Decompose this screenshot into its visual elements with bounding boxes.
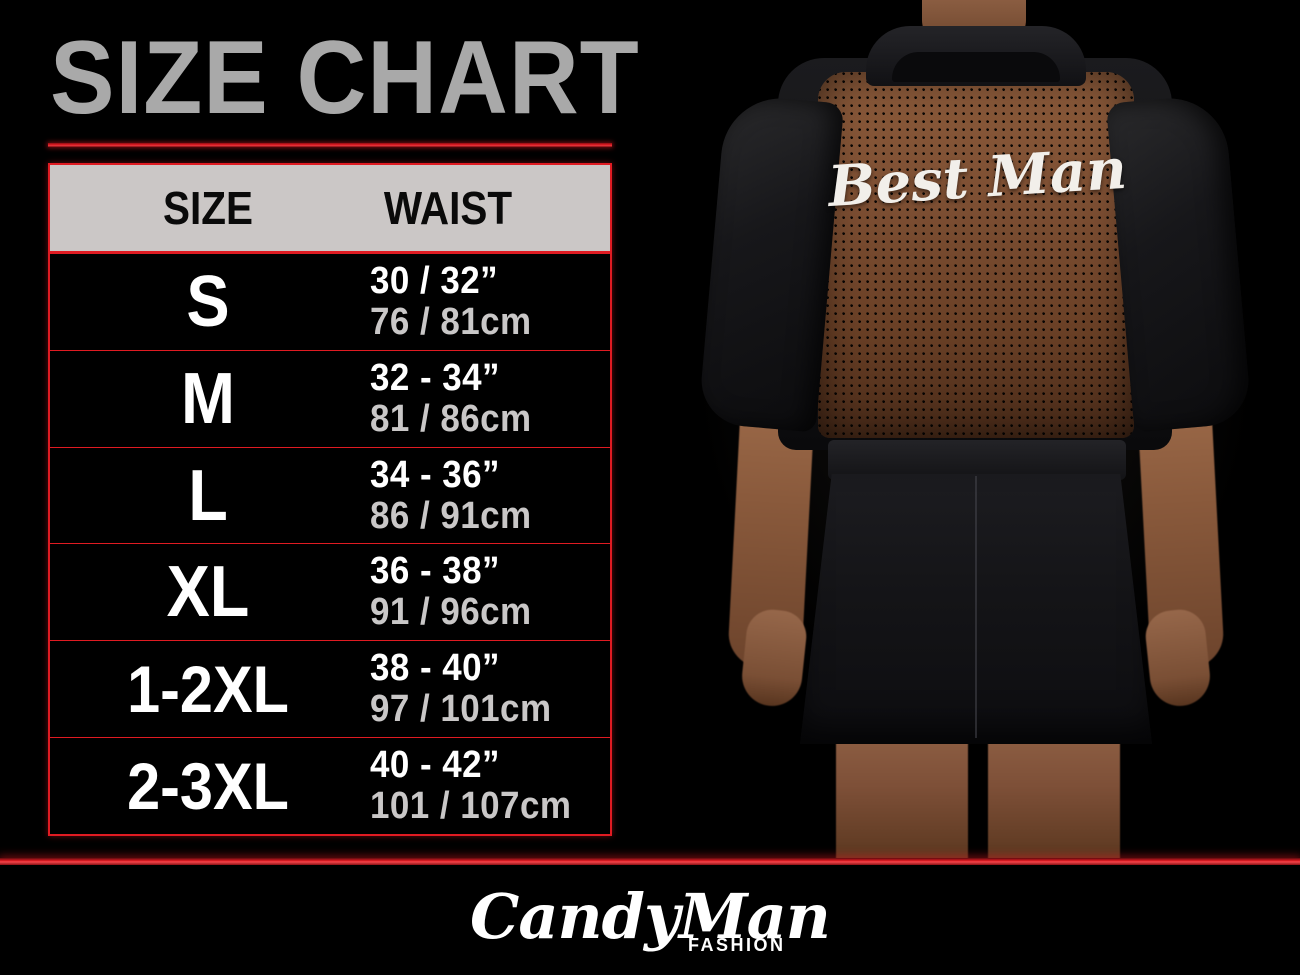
column-header-size: SIZE — [163, 182, 253, 234]
waist-inches: 40 - 42” — [370, 744, 501, 787]
cell-size: S — [186, 261, 230, 342]
waist-centimeters: 101 / 107cm — [370, 785, 572, 828]
bottom-divider-rule — [0, 858, 1300, 865]
product-photo-stage: Best Man — [650, 0, 1300, 862]
size-table: SIZE WAIST S 30 / 32” 76 / 81cm M 32 - 3… — [48, 163, 612, 836]
cell-waist: 38 - 40” 97 / 101cm — [366, 648, 606, 730]
column-header-waist: WAIST — [383, 182, 513, 234]
brand-name: CandyMan — [470, 880, 831, 953]
cell-size: M — [181, 358, 235, 439]
waist-centimeters: 91 / 96cm — [370, 591, 532, 634]
cell-size: XL — [166, 552, 250, 633]
garment-skirt-seam — [975, 476, 977, 738]
table-row: 1-2XL 38 - 40” 97 / 101cm — [50, 640, 610, 738]
size-chart-panel: SIZE CHART SIZE WAIST S 30 / 32” 76 / 81… — [0, 0, 650, 862]
cell-size: L — [188, 455, 228, 536]
table-header-row: SIZE WAIST — [50, 165, 610, 253]
cell-size: 1-2XL — [127, 652, 289, 727]
product-photo: Best Man — [650, 0, 1300, 862]
cell-waist: 32 - 34” 81 / 86cm — [366, 356, 606, 440]
table-row: M 32 - 34” 81 / 86cm — [50, 349, 610, 447]
waist-centimeters: 86 / 91cm — [370, 494, 532, 537]
garment-collar — [866, 26, 1086, 86]
waist-inches: 38 - 40” — [370, 647, 501, 690]
page-title: SIZE CHART — [50, 20, 640, 136]
cell-size: 2-3XL — [127, 749, 289, 824]
cell-waist: 30 / 32” 76 / 81cm — [366, 259, 606, 343]
table-row: L 34 - 36” 86 / 91cm — [50, 446, 610, 544]
waist-inches: 36 - 38” — [370, 550, 501, 593]
cell-waist: 34 - 36” 86 / 91cm — [366, 453, 606, 537]
cell-waist: 36 - 38” 91 / 96cm — [366, 551, 606, 633]
table-row: S 30 / 32” 76 / 81cm — [50, 253, 610, 350]
table-row: 2-3XL 40 - 42” 101 / 107cm — [50, 737, 610, 834]
garment-mesh-back-panel — [818, 72, 1134, 438]
table-row: XL 36 - 38” 91 / 96cm — [50, 543, 610, 641]
waist-centimeters: 76 / 81cm — [370, 300, 532, 343]
title-underline-rule — [48, 143, 612, 147]
brand-footer: CandyMan FASHION — [0, 865, 1300, 975]
brand-logo: CandyMan FASHION — [470, 877, 831, 963]
waist-centimeters: 81 / 86cm — [370, 397, 532, 440]
waist-inches: 34 - 36” — [370, 453, 501, 496]
brand-tagline: FASHION — [688, 935, 786, 955]
waist-inches: 32 - 34” — [370, 356, 501, 399]
waist-inches: 30 / 32” — [370, 259, 499, 302]
waist-centimeters: 97 / 101cm — [370, 688, 552, 731]
garment-waistband — [828, 440, 1126, 480]
cell-waist: 40 - 42” 101 / 107cm — [366, 745, 606, 827]
